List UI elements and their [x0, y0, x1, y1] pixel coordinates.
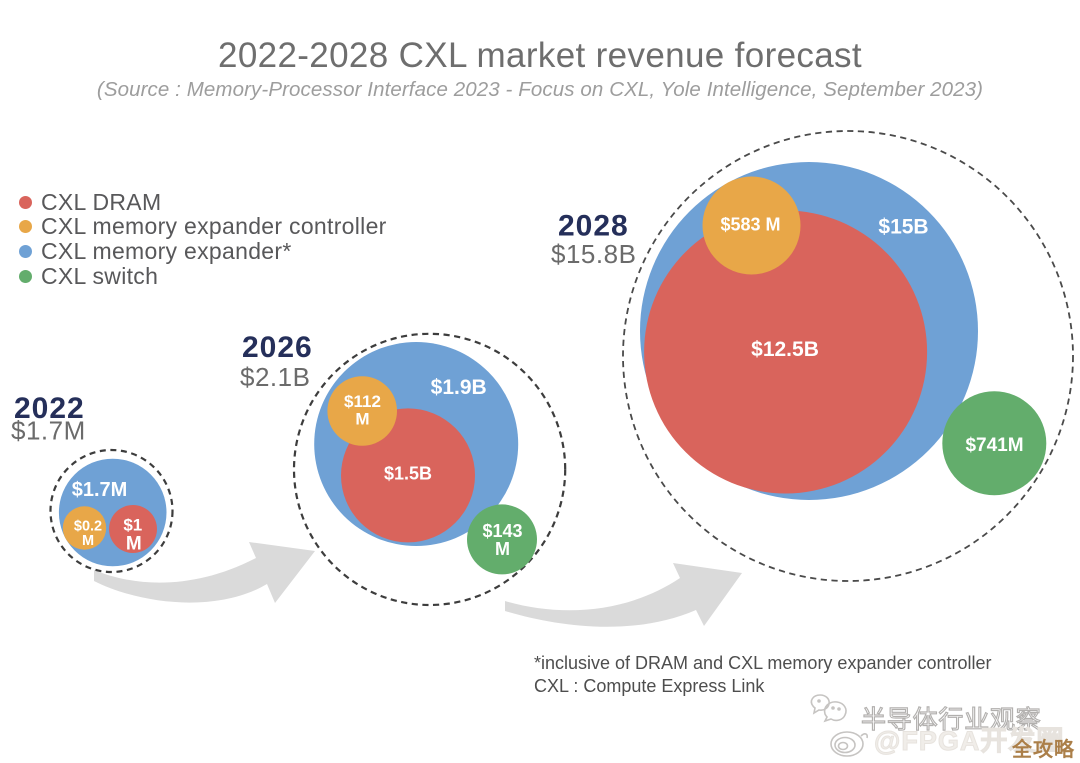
svg-text:$1.9B: $1.9B [431, 376, 487, 399]
svg-text:$1.5B: $1.5B [384, 464, 432, 484]
svg-text:M: M [495, 539, 510, 559]
svg-text:M: M [82, 533, 94, 549]
svg-text:M: M [355, 410, 369, 429]
svg-text:$15.8B: $15.8B [551, 239, 636, 269]
svg-text:$583 M: $583 M [720, 215, 780, 235]
svg-text:$2.1B: $2.1B [240, 362, 310, 392]
svg-text:$1.7M: $1.7M [11, 416, 86, 446]
svg-text:M: M [126, 534, 142, 555]
svg-text:$0.2: $0.2 [74, 519, 102, 535]
svg-text:2028: 2028 [558, 210, 629, 243]
svg-text:$741M: $741M [965, 435, 1023, 456]
svg-text:2022: 2022 [14, 392, 85, 425]
svg-text:$143: $143 [482, 521, 522, 541]
svg-text:$1: $1 [123, 516, 142, 535]
svg-text:$1.7M: $1.7M [72, 479, 128, 501]
svg-text:$12.5B: $12.5B [751, 338, 819, 361]
svg-text:$112: $112 [344, 392, 381, 411]
svg-text:$15B: $15B [878, 216, 928, 239]
svg-text:2026: 2026 [242, 331, 313, 364]
